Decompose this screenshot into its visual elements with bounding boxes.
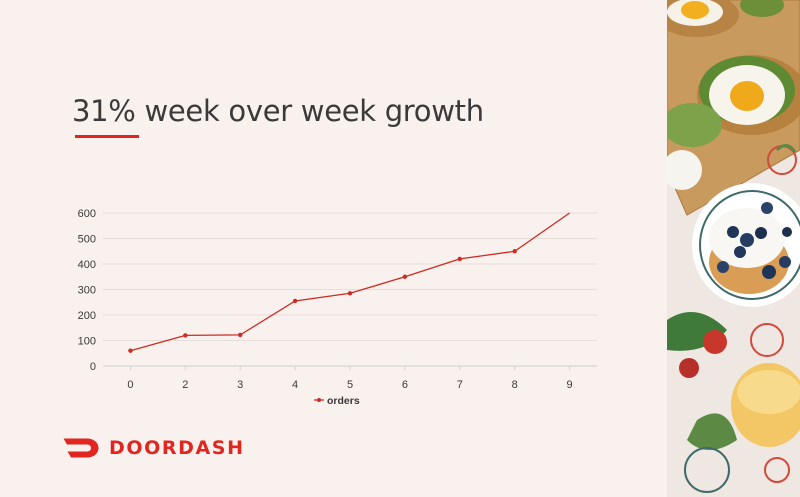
y-tick-label: 100 [78,336,96,348]
legend-marker-orders [317,398,321,402]
x-tick-label: 4 [292,379,298,391]
y-tick-label: 400 [78,259,96,271]
data-point-orders [347,291,353,296]
legend: orders [314,395,360,407]
x-tick-label: 5 [347,379,353,391]
data-point-orders [238,332,243,338]
x-axis-ticks: 0 2 3 4 5 6 7 8 9 [127,366,573,391]
x-tick-label: 9 [566,379,572,391]
y-axis-ticks: 0 100 200 300 400 500 600 [78,208,96,373]
data-point-orders [183,333,188,338]
orders-line-chart: 0 100 200 300 400 500 600 0 2 3 4 5 6 7 8 9 orders [78,208,597,407]
doordash-dash-icon [63,438,99,458]
series-line-orders [130,212,570,352]
data-point-orders [402,274,408,279]
brand-name: DOORDASH [109,437,245,459]
doordash-logo: DOORDASH [63,437,245,459]
y-tick-label: 600 [78,208,96,220]
y-tick-label: 500 [78,234,96,246]
legend-label-orders: orders [327,395,360,407]
x-tick-label: 2 [182,379,188,391]
data-point-orders [292,298,298,304]
series-points-orders [128,249,517,353]
x-tick-label: 6 [402,379,408,391]
x-tick-label: 0 [127,379,133,391]
y-tick-label: 200 [78,310,96,322]
x-tick-label: 7 [457,379,463,391]
data-point-orders [512,249,517,254]
x-tick-label: 8 [512,379,518,391]
breakfast-photo-illustration [667,0,800,497]
y-tick-label: 300 [78,285,96,297]
slide-title: 31% week over week growth [72,94,484,128]
x-tick-label: 3 [237,379,243,391]
gridlines [103,212,597,341]
y-tick-label: 0 [90,361,96,373]
title-underline [75,135,139,138]
data-point-orders [457,256,462,262]
data-point-orders [128,348,133,353]
breakfast-photo [667,0,800,497]
